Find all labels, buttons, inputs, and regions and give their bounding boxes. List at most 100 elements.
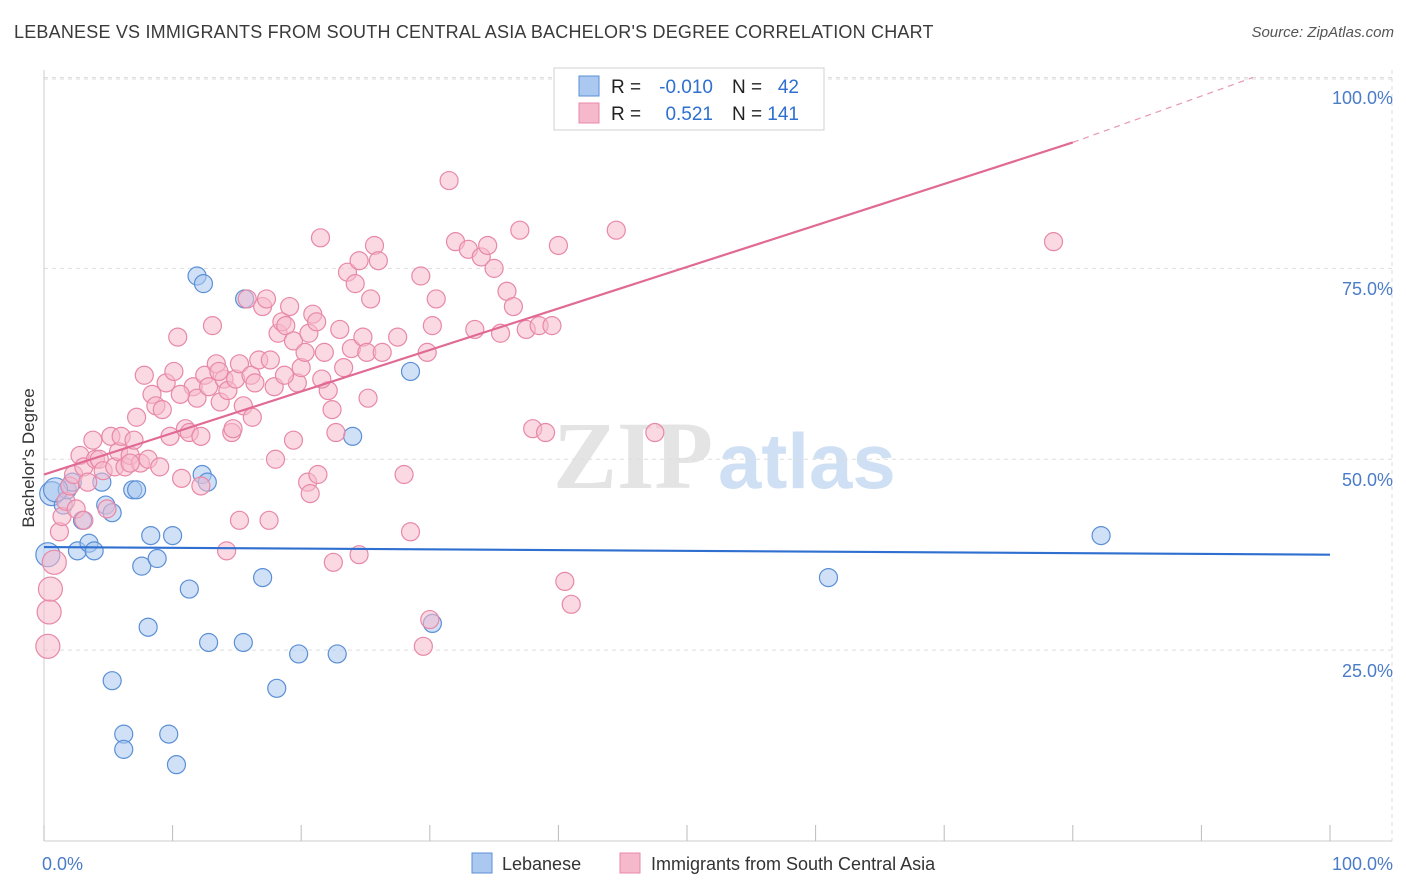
south-central-asia-point-116 [606, 220, 626, 240]
legend-r-value-1: -0.010 [659, 77, 713, 98]
lebanese-point-35 [327, 644, 347, 664]
y-tick-label-100: 100.0% [1332, 88, 1393, 108]
south-central-asia-point-37 [172, 468, 192, 488]
south-central-asia-point-36 [168, 327, 188, 347]
chart-source: Source: ZipAtlas.com [1251, 24, 1394, 41]
south-central-asia-point-119 [413, 636, 433, 656]
bottom-legend-swatch-blue [471, 852, 493, 874]
south-central-asia-point-103 [484, 258, 504, 278]
y-tick-label-50: 50.0% [1342, 470, 1393, 490]
south-central-asia-point-74 [314, 342, 334, 362]
south-central-asia-point-83 [349, 251, 369, 271]
south-central-asia-point-121 [300, 484, 320, 504]
south-central-asia-point-44 [199, 377, 219, 397]
south-central-asia-point-66 [283, 331, 304, 351]
south-central-asia-point-115 [561, 594, 581, 614]
south-central-asia-point-94 [417, 342, 437, 362]
south-central-asia-point-133 [120, 453, 140, 473]
lebanese-point-22 [163, 525, 183, 546]
lebanese-point-14 [114, 739, 134, 759]
south-central-asia-point-140 [74, 510, 94, 530]
south-central-asia-point-128 [265, 449, 286, 469]
south-central-asia-point-65 [280, 296, 300, 317]
lebanese-point-39 [818, 567, 839, 588]
axes [43, 70, 1392, 842]
lebanese-point-40 [1091, 525, 1111, 546]
series-lebanese-points [35, 266, 1111, 775]
lebanese-point-29 [199, 632, 219, 653]
south-central-asia-point-82 [345, 274, 365, 294]
south-central-asia-point-112 [542, 316, 562, 336]
south-central-asia-point-127 [323, 552, 343, 572]
lebanese-point-28 [193, 274, 214, 294]
south-central-asia-point-107 [510, 220, 530, 240]
legend-n-value-1: 42 [778, 77, 799, 98]
south-central-asia-point-135 [223, 419, 243, 439]
south-central-asia-point-32 [152, 400, 172, 420]
south-central-asia-point-123 [259, 510, 279, 530]
south-central-asia-point-113 [548, 235, 569, 256]
south-central-asia-point-86 [361, 289, 381, 309]
chart-title: LEBANESE VS IMMIGRANTS FROM SOUTH CENTRA… [14, 22, 934, 42]
south-central-asia-point-45 [202, 316, 223, 336]
south-central-asia-point-79 [334, 358, 354, 378]
south-central-asia-point-12 [78, 472, 98, 492]
lebanese-point-37 [400, 361, 421, 382]
south-central-asia-point-0 [35, 633, 61, 659]
lebanese-point-36 [343, 426, 363, 446]
watermark-zip: ZIP [553, 402, 713, 509]
trend-line-lebanese [43, 545, 1331, 556]
legend-n-label-1: N = [732, 77, 762, 98]
south-central-asia-point-125 [217, 541, 237, 561]
south-central-asia-point-130 [242, 407, 262, 427]
legend-swatch-pink [578, 102, 600, 124]
south-central-asia-point-76 [322, 400, 342, 420]
south-central-asia-point-139 [1043, 232, 1064, 252]
south-central-asia-point-73 [310, 228, 331, 248]
legend-r-label-1: R = [611, 77, 641, 98]
south-central-asia-point-132 [170, 384, 190, 404]
south-central-asia-point-88 [368, 251, 388, 271]
south-central-asia-point-56 [245, 373, 265, 393]
south-central-asia-point-2 [37, 576, 64, 602]
south-central-asia-point-106 [503, 296, 523, 317]
south-central-asia-point-95 [422, 316, 442, 336]
south-central-asia-point-137 [358, 388, 378, 408]
south-central-asia-point-54 [237, 289, 257, 309]
lebanese-point-32 [253, 567, 273, 588]
south-central-asia-point-3 [41, 549, 67, 575]
lebanese-point-17 [132, 556, 152, 576]
south-central-asia-point-59 [256, 289, 277, 309]
legend-r-value-2: 0.521 [665, 104, 713, 125]
legend-r-label-2: R = [611, 104, 641, 125]
south-central-asia-point-118 [420, 609, 440, 630]
trend-line-south-central-asia-extension [1072, 76, 1254, 143]
south-central-asia-point-77 [326, 422, 346, 443]
south-central-asia-point-134 [283, 430, 304, 450]
x-tick-label-100: 100.0% [1332, 854, 1393, 874]
watermark-atlas: atlas [718, 417, 896, 505]
lebanese-point-12 [102, 671, 122, 691]
south-central-asia-point-64 [276, 316, 296, 336]
south-central-asia-point-78 [330, 319, 350, 340]
south-central-asia-point-102 [478, 235, 498, 256]
south-central-asia-point-96 [426, 289, 446, 309]
south-central-asia-point-122 [308, 464, 328, 485]
south-central-asia-point-129 [191, 476, 211, 496]
south-central-asia-point-17 [97, 499, 117, 519]
south-central-asia-point-89 [372, 342, 392, 362]
bottom-legend: Lebanese Immigrants from South Central A… [471, 852, 936, 874]
south-central-asia-point-35 [164, 361, 184, 382]
south-central-asia-point-136 [209, 361, 229, 382]
lebanese-point-18 [138, 617, 158, 637]
legend-n-label-2: N = [732, 104, 762, 125]
trend-line-south-central-asia [43, 141, 1074, 476]
south-central-asia-point-52 [229, 354, 250, 374]
lebanese-point-19 [141, 525, 161, 546]
south-central-asia-point-72 [307, 312, 327, 332]
south-central-asia-point-124 [229, 510, 250, 530]
lebanese-point-16 [126, 480, 147, 500]
south-central-asia-point-93 [411, 266, 431, 286]
south-central-asia-point-131 [274, 365, 295, 385]
south-central-asia-point-111 [535, 422, 556, 443]
